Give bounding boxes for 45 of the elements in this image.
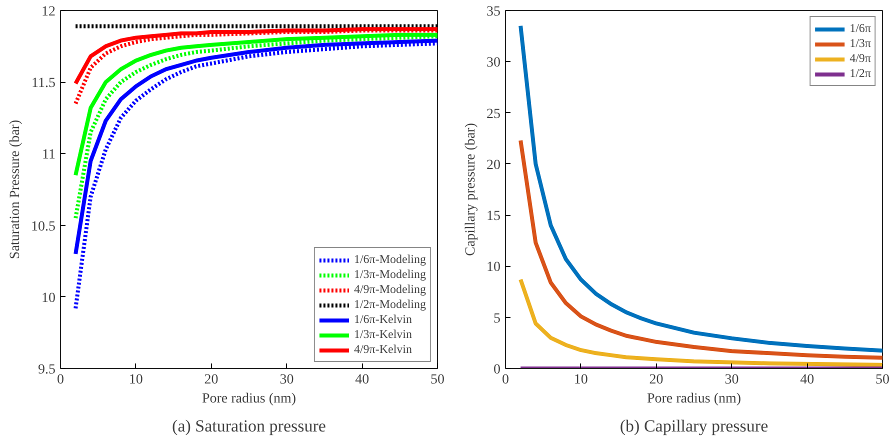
x-tick-label: 10 bbox=[574, 372, 588, 388]
line-series bbox=[518, 138, 882, 360]
legend-label: 4/9π bbox=[850, 51, 871, 66]
legend-label: 1/6π-Modeling bbox=[354, 252, 426, 267]
x-tick-label: 30 bbox=[724, 372, 739, 388]
y-tick-label: 10 bbox=[486, 260, 500, 276]
y-axis-title: Saturation Pressure (bar) bbox=[8, 120, 23, 260]
y-axis-title: Capillary pressure (bar) bbox=[464, 122, 478, 256]
legend-label: 4/9π-Kelvin bbox=[354, 342, 412, 357]
y-tick-label: 35 bbox=[486, 4, 500, 20]
y-tick-label: 20 bbox=[486, 158, 500, 173]
y-tick-label: 10 bbox=[42, 290, 56, 306]
text: (a) Saturation pressure bbox=[172, 416, 326, 436]
x-tick-label: 40 bbox=[355, 372, 370, 388]
x-tick-label: 40 bbox=[800, 372, 814, 388]
x-tick-label: 20 bbox=[204, 372, 218, 388]
y-tick-label: 5 bbox=[494, 311, 500, 326]
text: (b) Capillary pressure bbox=[620, 416, 768, 436]
y-tick-label: 25 bbox=[486, 106, 500, 122]
legend-label: 1/3π-Kelvin bbox=[354, 327, 412, 342]
x-tick-label: 50 bbox=[876, 372, 890, 388]
legend-label: 1/2π-Modeling bbox=[354, 297, 426, 312]
x-axis-title: Pore radius (nm) bbox=[646, 392, 742, 406]
line-series bbox=[518, 278, 882, 367]
legend-label: 1/6π-Kelvin bbox=[354, 312, 412, 327]
y-tick-label: 30 bbox=[486, 56, 500, 71]
y-tick-label: 9.5 bbox=[38, 362, 56, 378]
line-series bbox=[74, 41, 438, 310]
y-tick-label: 15 bbox=[486, 209, 500, 224]
y-tick-label: 11.5 bbox=[32, 76, 56, 92]
y-tick-label: 10.5 bbox=[31, 219, 56, 234]
line-series bbox=[518, 24, 882, 353]
x-tick-label: 50 bbox=[430, 372, 444, 388]
x-tick-label: 20 bbox=[649, 372, 664, 388]
legend-label: 1/3π bbox=[850, 36, 871, 51]
legend-label: 4/9π-Modeling bbox=[354, 282, 426, 297]
x-tick-label: 10 bbox=[128, 372, 143, 388]
legend-label: 1/3π-Modeling bbox=[354, 267, 426, 282]
x-tick-label: 30 bbox=[280, 372, 294, 388]
y-tick-label: 11 bbox=[42, 148, 56, 163]
legend-label: 1/6π bbox=[850, 21, 871, 36]
y-tick-label: 0 bbox=[494, 362, 500, 378]
legend-label: 1/2π bbox=[850, 66, 871, 81]
y-tick-label: 12 bbox=[42, 4, 56, 20]
x-axis-title: Pore radius (nm) bbox=[202, 392, 296, 406]
